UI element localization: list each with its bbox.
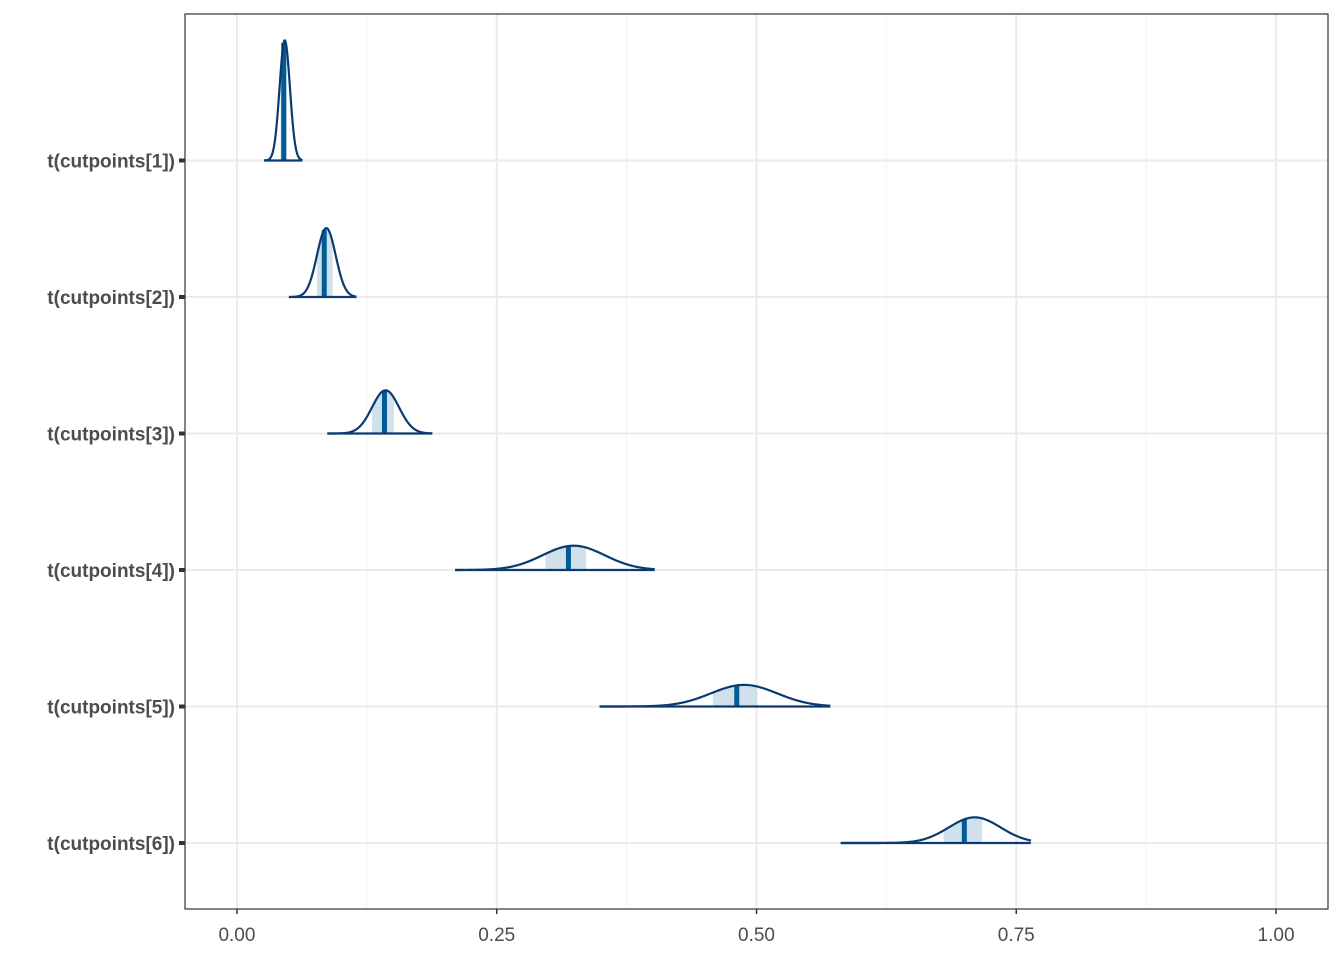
x-tick-label: 0.25 [478, 925, 515, 946]
y-tick-label: t(cutpoints[1]) [47, 152, 175, 173]
density-3 [326, 389, 433, 435]
x-tick-label: 0.50 [738, 925, 775, 946]
density-6 [840, 816, 1032, 845]
density-4 [454, 544, 655, 572]
x-tick-label: 1.00 [1258, 925, 1295, 946]
interval-area [545, 545, 587, 570]
density-1 [263, 39, 304, 162]
density-outline [263, 39, 304, 162]
y-tick-label: t(cutpoints[3]) [47, 425, 175, 446]
y-tick-label: t(cutpoints[4]) [47, 561, 175, 582]
y-tick-label: t(cutpoints[5]) [47, 698, 175, 719]
density-5 [599, 683, 831, 708]
x-tick-label: 0.75 [998, 925, 1035, 946]
density-2 [288, 227, 358, 299]
x-tick-label: 0.00 [218, 925, 255, 946]
y-tick-label: t(cutpoints[6]) [47, 834, 175, 855]
y-tick-label: t(cutpoints[2]) [47, 288, 175, 309]
density-outline [288, 227, 358, 299]
x-axis: 0.00 0.25 0.50 0.75 1.00 [218, 909, 1295, 946]
y-axis: t(cutpoints[1]) t(cutpoints[2]) t(cutpoint… [47, 152, 185, 855]
density-series [263, 39, 1032, 845]
